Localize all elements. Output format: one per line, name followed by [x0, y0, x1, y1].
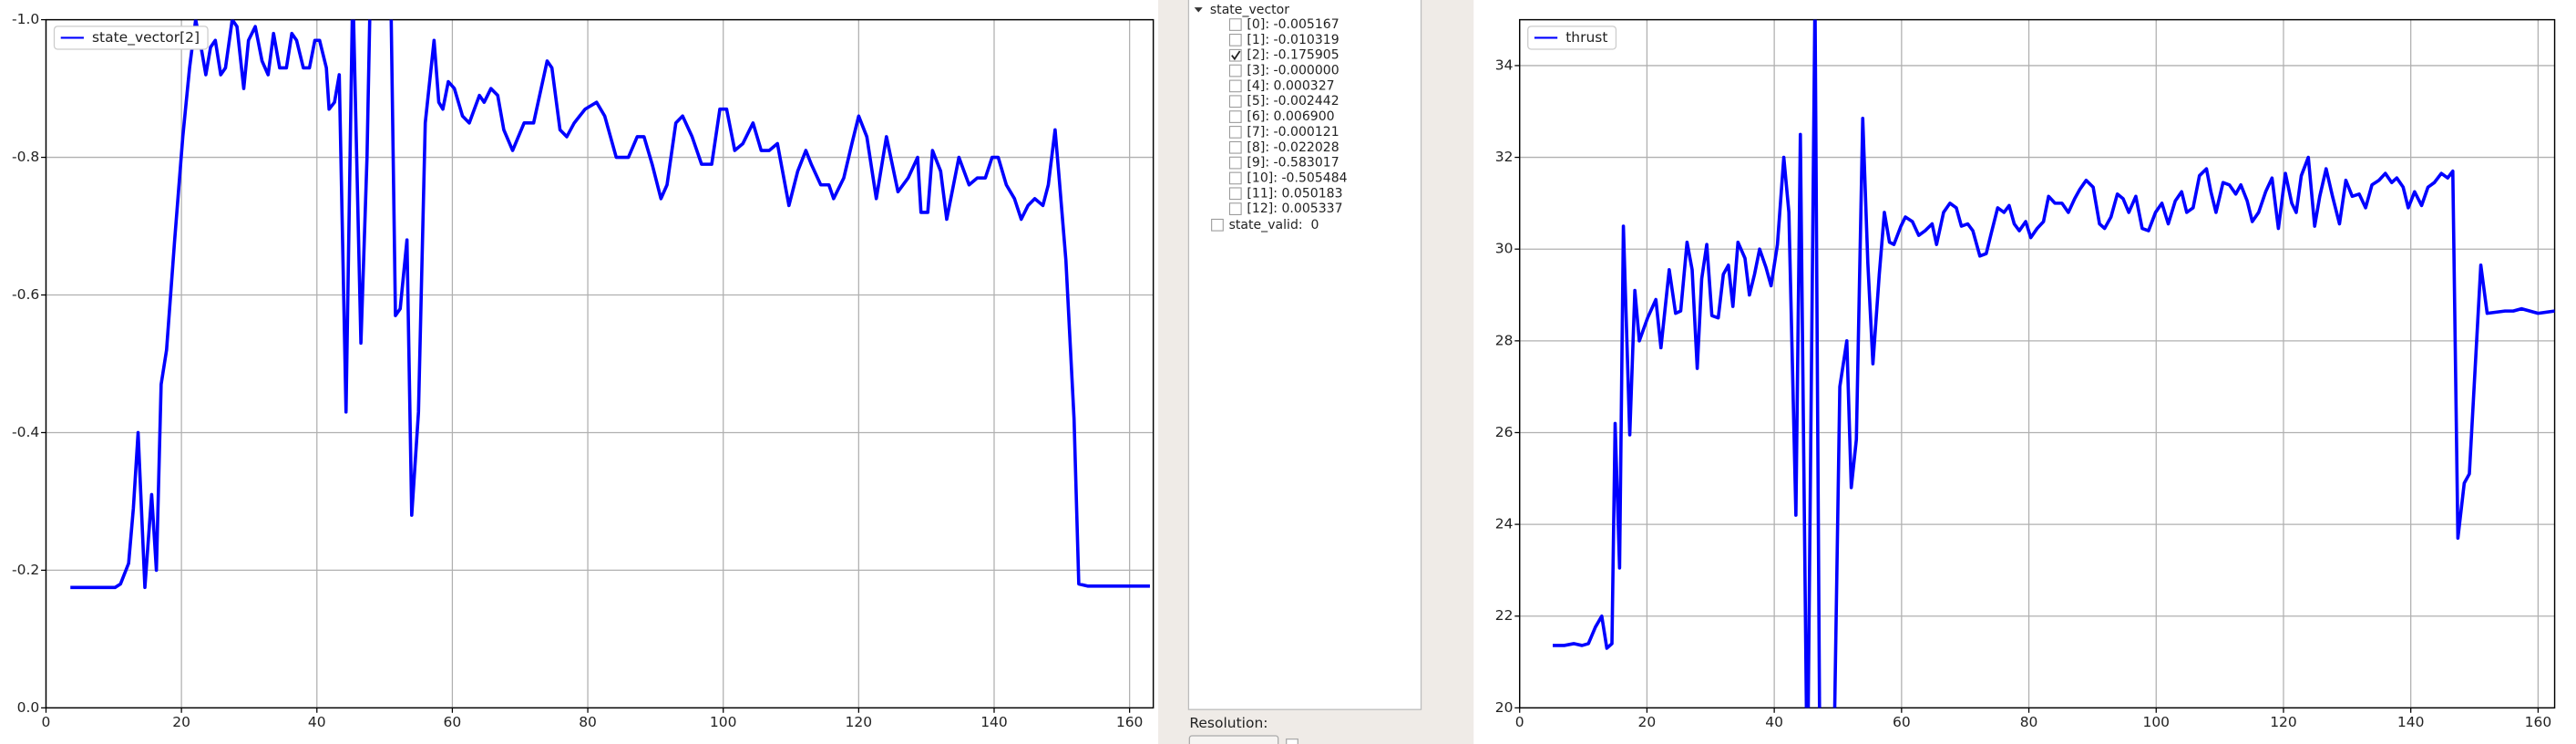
checkbox[interactable] [1228, 18, 1242, 31]
tree-item[interactable]: [0]: -0.005167 [1247, 17, 1339, 32]
plot: 0 20 40 60 80 100 120 140 1602022242628303234thr… [1495, 18, 2556, 730]
x-tick-label: 120 [846, 714, 873, 730]
tree-item[interactable]: [8]: -0.022028 [1247, 140, 1339, 155]
tree-item[interactable]: [5]: -0.002442 [1247, 94, 1339, 108]
checkmark [1231, 50, 1241, 61]
checkbox[interactable] [1228, 79, 1242, 93]
plot-frame [1518, 18, 2556, 709]
y-tick-label: 0.0 [17, 699, 40, 716]
data-line [1553, 19, 2555, 708]
y-tick-label: 24 [1495, 516, 1514, 532]
topic-tree [1187, 0, 1422, 710]
y-tick-label: 28 [1495, 332, 1514, 348]
resolution-input[interactable] [1188, 735, 1279, 744]
checkbox[interactable] [1228, 110, 1242, 123]
legend-label: thrust [1565, 29, 1607, 46]
y-tick-label: 26 [1495, 424, 1514, 440]
tree-item[interactable]: [7]: -0.000121 [1247, 125, 1339, 140]
x-tick-label: 0 [42, 714, 51, 730]
y-tick-label: -0.8 [12, 149, 39, 165]
resolution-label: Resolution: [1189, 715, 1267, 731]
x-tick-label: 160 [1116, 714, 1144, 730]
tree-item[interactable]: [9]: -0.583017 [1247, 156, 1339, 170]
tree-item[interactable]: [10]: -0.505484 [1247, 170, 1347, 185]
expand-arrow[interactable] [1194, 7, 1203, 13]
x-tick-label: 20 [1638, 714, 1657, 730]
resolution-checkbox[interactable] [1286, 738, 1298, 744]
checkbox[interactable] [1228, 202, 1242, 215]
y-tick-label: 32 [1495, 149, 1514, 165]
x-tick-label: 80 [2020, 714, 2038, 730]
x-tick-label: 60 [1893, 714, 1911, 730]
checkbox[interactable] [1228, 156, 1242, 170]
x-tick-label: 140 [2397, 714, 2425, 730]
legend-label: state_vector[2] [92, 29, 200, 46]
checkbox[interactable] [1228, 126, 1242, 139]
y-tick-label: 20 [1495, 699, 1514, 716]
y-tick-label: 34 [1495, 57, 1514, 73]
tree-item[interactable]: state_valid: 0 [1229, 218, 1319, 232]
checkbox[interactable] [1228, 140, 1242, 154]
checkbox[interactable] [1228, 95, 1242, 108]
x-tick-label: 20 [172, 714, 190, 730]
x-tick-label: 140 [980, 714, 1008, 730]
y-tick-label: 22 [1495, 607, 1514, 624]
y-tick-label: 30 [1495, 241, 1514, 257]
tree-root[interactable]: state_vector [1210, 3, 1289, 17]
x-tick-label: 40 [308, 714, 326, 730]
tree-item[interactable]: [2]: -0.175905 [1247, 48, 1339, 63]
data-line [70, 19, 1150, 590]
y-tick-label: -0.6 [12, 286, 39, 303]
x-tick-label: 60 [444, 714, 462, 730]
legend [1527, 26, 1617, 50]
x-tick-label: 80 [579, 714, 597, 730]
tree-item[interactable]: [11]: 0.050183 [1247, 186, 1342, 201]
checkbox[interactable] [1211, 218, 1224, 232]
tree-item[interactable]: [6]: 0.006900 [1247, 109, 1334, 124]
tree: state_vector [0]: -0.005167[1]: -0.01031… [1194, 3, 1348, 232]
x-tick-label: 100 [2142, 714, 2170, 730]
tree-item[interactable]: [4]: 0.000327 [1247, 78, 1334, 93]
tree-item[interactable]: [1]: -0.010319 [1247, 33, 1339, 47]
checkbox[interactable] [1228, 171, 1242, 185]
checkbox[interactable] [1228, 187, 1242, 201]
legend [53, 26, 209, 50]
tree-item[interactable]: [3]: -0.000000 [1247, 64, 1339, 78]
plot-frame [45, 18, 1155, 709]
y-tick-label: -0.4 [12, 424, 39, 440]
x-tick-label: 160 [2525, 714, 2552, 730]
x-tick-label: 100 [710, 714, 737, 730]
checkbox[interactable] [1228, 34, 1242, 46]
y-tick-label: -1.0 [12, 11, 39, 27]
checkbox[interactable] [1228, 64, 1242, 78]
x-tick-label: 40 [1765, 714, 1783, 730]
y-tick-label: -0.2 [12, 562, 39, 578]
tree-item[interactable]: [12]: 0.005337 [1247, 202, 1342, 216]
x-tick-label: 120 [2270, 714, 2297, 730]
plot: 0 20 40 60 80 100 120 140 160 -1.0 -0.8 -0.6 -0.4 -0.… [12, 11, 1155, 730]
x-tick-label: 0 [1515, 714, 1524, 730]
